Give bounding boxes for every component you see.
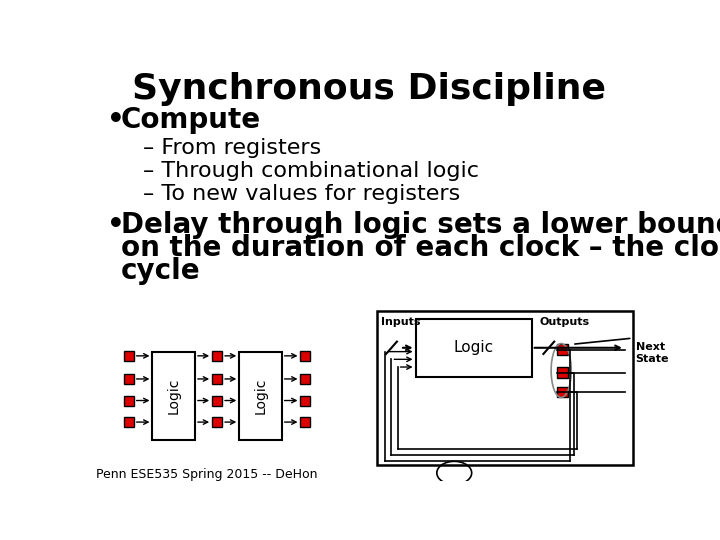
Text: Logic: Logic <box>167 377 181 414</box>
Text: Outputs: Outputs <box>539 318 590 327</box>
Text: – From registers: – From registers <box>143 138 321 158</box>
Bar <box>124 374 134 384</box>
Text: Compute: Compute <box>121 106 261 134</box>
Bar <box>557 387 568 397</box>
Bar <box>212 417 222 427</box>
Bar <box>124 417 134 427</box>
Bar <box>124 395 134 406</box>
Text: Inputs: Inputs <box>381 318 420 327</box>
Bar <box>239 352 282 440</box>
Text: Synchronous Discipline: Synchronous Discipline <box>132 72 606 106</box>
Bar <box>212 351 222 361</box>
Text: cycle: cycle <box>121 257 201 285</box>
Text: on the duration of each clock – the clock: on the duration of each clock – the cloc… <box>121 234 720 262</box>
Bar <box>415 319 532 377</box>
Text: Delay through logic sets a lower bound: Delay through logic sets a lower bound <box>121 211 720 239</box>
Text: – Through combinational logic: – Through combinational logic <box>143 161 479 181</box>
Bar <box>557 345 568 355</box>
Bar <box>124 351 134 361</box>
Text: Next
State: Next State <box>636 342 669 363</box>
Bar <box>212 374 222 384</box>
Text: Logic: Logic <box>253 377 268 414</box>
Text: Penn ESE535 Spring 2015 -- DeHon: Penn ESE535 Spring 2015 -- DeHon <box>96 468 318 481</box>
Bar <box>300 351 310 361</box>
Bar <box>557 367 568 378</box>
Bar <box>153 352 195 440</box>
Bar <box>300 374 310 384</box>
Bar <box>300 395 310 406</box>
Text: •: • <box>107 211 125 239</box>
Bar <box>377 311 632 465</box>
Text: Logic: Logic <box>454 340 494 355</box>
Bar <box>212 395 222 406</box>
Text: – To new values for registers: – To new values for registers <box>143 184 460 204</box>
Text: •: • <box>107 106 125 134</box>
Bar <box>300 417 310 427</box>
